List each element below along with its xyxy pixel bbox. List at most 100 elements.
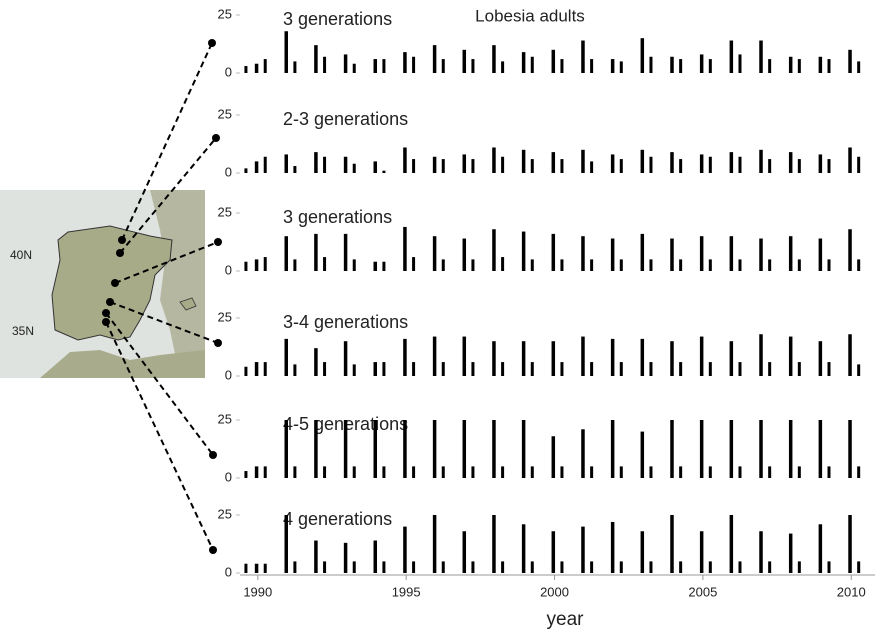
spike (590, 259, 593, 271)
map: 40N 35N (0, 190, 205, 378)
panel-title: 3 generations (283, 9, 392, 29)
spike (738, 561, 741, 573)
y-tick-label: 25 (218, 106, 232, 121)
y-tick-label: 25 (218, 204, 232, 219)
spike (759, 41, 763, 73)
y-tick-label: 25 (218, 411, 232, 426)
spike (501, 157, 504, 173)
spike (730, 152, 734, 173)
spike (552, 436, 556, 478)
spike (314, 152, 318, 173)
spike (730, 341, 734, 376)
spike (522, 524, 526, 573)
spike (709, 466, 712, 478)
spike (374, 362, 378, 376)
spike (323, 362, 326, 376)
spike (284, 420, 288, 478)
spike (471, 362, 474, 376)
site-dot (111, 279, 119, 287)
spike (501, 362, 504, 376)
spike (649, 57, 652, 73)
spike (641, 339, 645, 376)
x-tick-label: 2005 (688, 584, 717, 599)
spike (590, 362, 593, 376)
spike (789, 57, 793, 73)
spike (471, 59, 474, 73)
spike (789, 534, 793, 573)
spike (244, 471, 247, 478)
spike (649, 466, 652, 478)
site-dot (102, 318, 110, 326)
spike (255, 64, 259, 73)
spike (759, 334, 763, 376)
spike (768, 159, 771, 173)
spike (344, 157, 348, 173)
spike (412, 159, 415, 173)
spike (590, 59, 593, 73)
spike (463, 50, 467, 73)
spike (857, 259, 860, 271)
spike (819, 154, 823, 173)
spike (501, 561, 504, 573)
spike (255, 161, 259, 173)
spike (492, 45, 496, 73)
spike (314, 45, 318, 73)
spike (522, 232, 526, 271)
spike (641, 432, 645, 478)
spike (857, 466, 860, 478)
spike (255, 259, 259, 271)
spike (738, 157, 741, 173)
spike (848, 420, 852, 478)
spike (620, 159, 623, 173)
spike (581, 429, 585, 478)
spike (374, 161, 378, 173)
spike (264, 157, 267, 173)
spike (284, 515, 288, 573)
spike (403, 52, 407, 73)
spike (611, 154, 615, 173)
spike (709, 157, 712, 173)
spike (264, 564, 267, 573)
spike (581, 150, 585, 173)
spike (709, 561, 712, 573)
spike (284, 236, 288, 271)
spike (679, 561, 682, 573)
spike (552, 152, 556, 173)
spike (244, 168, 247, 173)
x-tick-label: 1995 (392, 584, 421, 599)
spike (353, 164, 356, 173)
spike (501, 257, 504, 271)
spike (560, 561, 563, 573)
spike (848, 334, 852, 376)
spike (700, 236, 704, 271)
panel-title: 2-3 generations (283, 109, 408, 129)
spike (264, 257, 267, 271)
spike (471, 561, 474, 573)
spike (552, 341, 556, 376)
spike (382, 362, 385, 376)
spike (403, 527, 407, 573)
spike (531, 57, 534, 73)
spike (670, 341, 674, 376)
spike (679, 362, 682, 376)
spike (374, 262, 378, 271)
spike (670, 152, 674, 173)
spike (759, 239, 763, 271)
spike (819, 420, 823, 478)
spike (353, 259, 356, 271)
spike (768, 561, 771, 573)
spike (412, 57, 415, 73)
spike (670, 57, 674, 73)
end-dot (209, 451, 217, 459)
spike (442, 561, 445, 573)
x-axis-label: year (547, 609, 585, 630)
spike (244, 262, 247, 271)
spike (374, 59, 378, 73)
spike (611, 59, 615, 73)
spike (641, 234, 645, 271)
spike (700, 54, 704, 73)
spike (700, 337, 704, 376)
spike (738, 362, 741, 376)
spike (789, 337, 793, 376)
spike (848, 515, 852, 573)
